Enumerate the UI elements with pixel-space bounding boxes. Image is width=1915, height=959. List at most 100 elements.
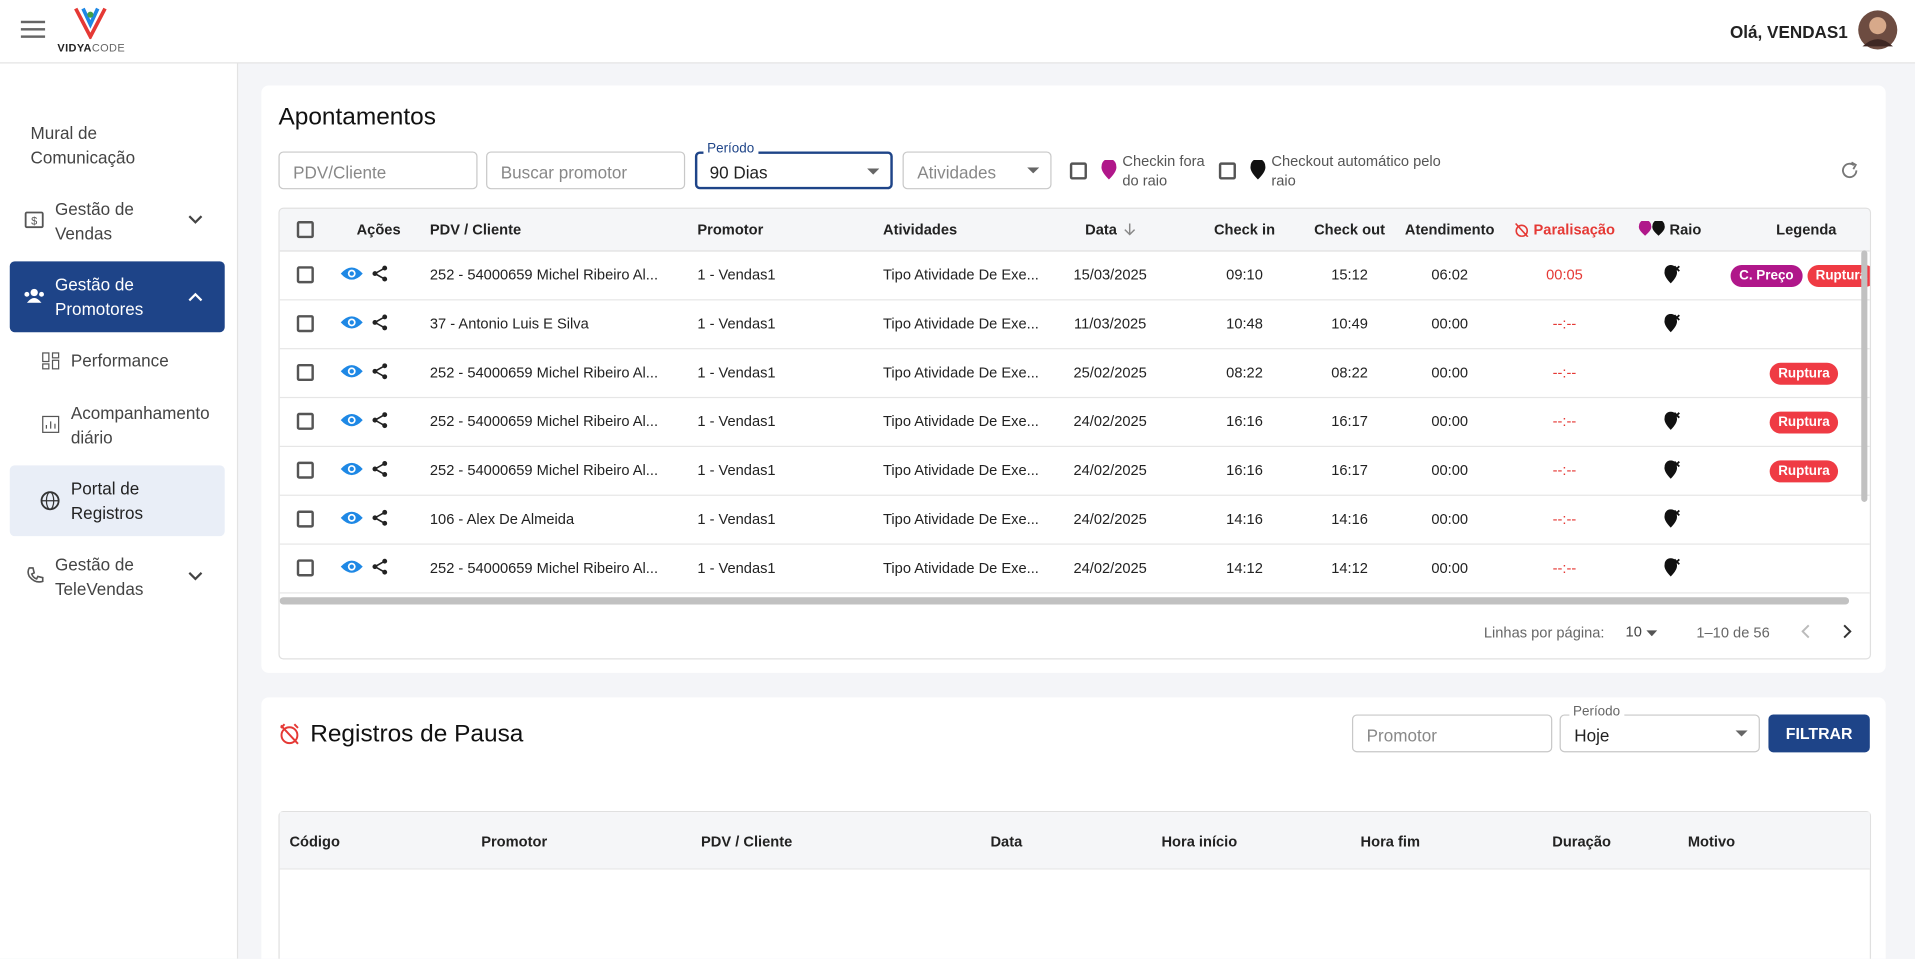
cell-atividade: Tipo Atividade De Exe... — [882, 510, 1039, 528]
cell-checkout: 15:12 — [1331, 266, 1368, 284]
share-button[interactable] — [371, 363, 388, 380]
raio-icon — [1663, 509, 1680, 535]
nav-item[interactable]: Gestão de TeleVendas — [54, 554, 144, 599]
avatar[interactable] — [1858, 10, 1898, 50]
atividades-select[interactable]: Atividades — [902, 151, 1052, 190]
column-header: PDV / Cliente — [701, 832, 793, 851]
sidebar: Mural de Comunicação $ Gestão de Vendas … — [0, 63, 239, 959]
legend-tag: Ruptura — [1769, 460, 1839, 483]
promotor-input[interactable]: Promotor — [1351, 714, 1553, 753]
view-button[interactable] — [340, 314, 364, 331]
cell-atividade: Tipo Atividade De Exe... — [882, 461, 1039, 479]
column-header-label: Check out — [1314, 221, 1385, 239]
raio-icon — [1663, 313, 1680, 340]
view-button[interactable] — [340, 558, 364, 575]
view-button[interactable] — [340, 509, 364, 526]
nav-subitem[interactable]: Acompanhamento diário — [70, 403, 210, 447]
legend-tags: Ruptura — [1769, 362, 1843, 385]
nav-subitem-label: Portal de Registros — [70, 478, 144, 523]
column-header-label: Data — [1085, 221, 1117, 239]
cell-checkout: 10:49 — [1331, 315, 1368, 333]
table-row[interactable]: 252 - 54000659 Michel Ribeiro Al... 1 - V… — [279, 397, 1870, 447]
rows-per-page-select[interactable]: 10 — [1626, 623, 1657, 640]
legend-tag: C. Preço — [1730, 265, 1803, 288]
column-header: Check out — [1301, 221, 1399, 238]
table-row[interactable]: 252 - 54000659 Michel Ribeiro Al... 1 - V… — [279, 446, 1870, 496]
row-checkbox[interactable] — [296, 461, 314, 479]
table-row[interactable]: 37 - Antonio Luis E Silva 1 - Vendas1 Tipo… — [279, 299, 1870, 350]
chevron-up — [188, 292, 203, 302]
chevron-down — [188, 215, 203, 224]
cell-checkin: 14:16 — [1226, 510, 1263, 528]
row-checkbox[interactable] — [296, 412, 314, 430]
menu-button[interactable] — [20, 20, 46, 40]
pin-x-icon — [1664, 411, 1680, 430]
cell-data: 24/02/2025 — [1073, 510, 1147, 528]
select-all-checkbox[interactable] — [296, 221, 314, 239]
checkin-checkbox[interactable] — [1069, 162, 1087, 180]
column-header: PDV / Cliente — [430, 221, 674, 238]
table-row[interactable]: 252 - 54000659 Michel Ribeiro Al... 1 - V… — [279, 543, 1870, 594]
refresh-button[interactable] — [1840, 161, 1858, 179]
row-checkbox[interactable] — [296, 266, 314, 284]
column-header-label: PDV / Cliente — [429, 221, 522, 239]
cell-atendimento: 00:00 — [1431, 559, 1469, 577]
share-button[interactable] — [371, 314, 388, 331]
share-button[interactable] — [371, 265, 388, 282]
table-row[interactable]: 252 - 54000659 Michel Ribeiro Al... 1 - V… — [279, 348, 1870, 399]
h-scrollbar[interactable] — [279, 597, 1850, 605]
column-header: Raio — [1638, 219, 1723, 239]
cell-checkout: 16:17 — [1331, 412, 1368, 430]
periodo-select[interactable]: Hoje — [1559, 714, 1760, 753]
chevron-down — [188, 572, 203, 581]
view-button[interactable] — [340, 265, 364, 282]
pin-icon — [1101, 159, 1117, 180]
column-header: Hora fim — [1360, 832, 1420, 851]
nav-item[interactable]: Mural de Comunicação — [30, 123, 136, 168]
cell-pdv: 252 - 54000659 Michel Ribeiro Al... — [429, 461, 659, 479]
pin-x-icon — [1664, 509, 1680, 528]
next-page[interactable] — [1842, 624, 1852, 639]
table-row[interactable]: 252 - 54000659 Michel Ribeiro Al... 1 - V… — [279, 250, 1870, 301]
pdv-input[interactable]: PDV/Cliente — [278, 151, 478, 190]
periodo-select[interactable]: 90 Dias — [694, 151, 893, 190]
row-checkbox[interactable] — [296, 510, 314, 528]
v-scrollbar[interactable] — [1861, 250, 1868, 502]
prev-page[interactable] — [1801, 624, 1811, 639]
table-row[interactable]: 106 - Alex De Almeida 1 - Vendas1 Tipo Ati… — [279, 495, 1870, 545]
view-button[interactable] — [340, 460, 364, 477]
nav-item-label: Gestão de Promotores — [54, 274, 144, 319]
cell-checkout: 16:17 — [1331, 461, 1368, 479]
promotor-input[interactable]: Buscar promotor — [486, 151, 686, 190]
share-button[interactable] — [371, 509, 388, 526]
page-range: 1–10 de 56 — [1696, 624, 1770, 642]
logo-light: CODE — [91, 41, 126, 54]
row-checkbox[interactable] — [296, 363, 314, 382]
column-header: Duração — [1552, 832, 1611, 851]
share-button[interactable] — [371, 558, 388, 575]
column-header-label: Raio — [1669, 221, 1702, 239]
pausa-card: Registros de Pausa Promotor Hoje Período… — [261, 697, 1886, 959]
nav-item[interactable]: Gestão de Vendas — [54, 199, 134, 244]
nav-subitem[interactable]: Performance — [70, 350, 169, 371]
periodo-label: Período — [703, 141, 758, 157]
view-button[interactable] — [340, 363, 364, 380]
card-title: Apontamentos — [278, 103, 436, 131]
cell-data: 11/03/2025 — [1074, 315, 1147, 333]
cell-checkin: 09:10 — [1226, 266, 1263, 284]
row-checkbox[interactable] — [296, 559, 314, 577]
row-checkbox[interactable] — [296, 315, 314, 333]
nav-selected[interactable]: Portal de Registros — [9, 465, 225, 537]
filter-button[interactable]: FILTRAR — [1768, 714, 1870, 753]
column-header-label: Ações — [356, 221, 401, 239]
cell-checkin: 14:12 — [1226, 559, 1263, 577]
view-button[interactable] — [340, 412, 364, 429]
share-button[interactable] — [371, 412, 388, 429]
column-header: Ações — [336, 221, 421, 238]
column-header-label: Paralisação — [1533, 221, 1615, 239]
share-button[interactable] — [371, 460, 388, 477]
sort-icon[interactable] — [1123, 223, 1135, 236]
checkout-checkbox[interactable] — [1218, 162, 1236, 180]
nav-active[interactable]: Gestão de Promotores — [9, 261, 225, 333]
